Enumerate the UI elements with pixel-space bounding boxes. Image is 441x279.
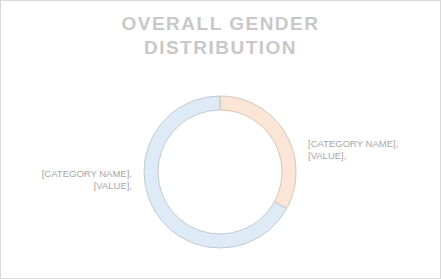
chart-border xyxy=(1,1,441,279)
slices xyxy=(144,96,296,248)
data-label: [CATEGORY NAME],[VALUE], xyxy=(308,138,398,161)
data-label: [CATEGORY NAME],[VALUE], xyxy=(42,168,132,191)
data-label-value: [VALUE], xyxy=(308,150,346,161)
chart-title: OVERALL GENDERDISTRIBUTION xyxy=(121,13,319,58)
chart: OVERALL GENDERDISTRIBUTION [CATEGORY NAME… xyxy=(0,0,441,279)
data-label-category: [CATEGORY NAME], xyxy=(42,168,132,179)
slice xyxy=(144,96,287,248)
slice xyxy=(220,96,296,209)
data-label-value: [VALUE], xyxy=(94,180,132,191)
data-label-category: [CATEGORY NAME], xyxy=(308,138,398,149)
